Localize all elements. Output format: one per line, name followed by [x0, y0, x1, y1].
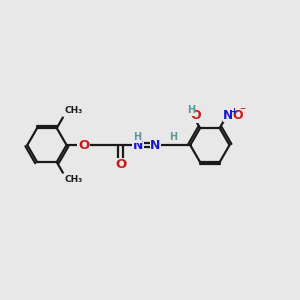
- Text: H: H: [133, 132, 141, 142]
- Text: H: H: [187, 105, 195, 115]
- Text: ⁻: ⁻: [239, 105, 245, 118]
- Text: H: H: [169, 132, 177, 142]
- Text: N: N: [133, 139, 143, 152]
- Text: O: O: [190, 110, 201, 122]
- Text: N: N: [150, 139, 161, 152]
- Text: +: +: [230, 107, 237, 116]
- Text: N: N: [223, 109, 234, 122]
- Text: O: O: [78, 139, 89, 152]
- Text: CH₃: CH₃: [64, 106, 83, 115]
- Text: CH₃: CH₃: [64, 175, 83, 184]
- Text: O: O: [232, 109, 243, 122]
- Text: O: O: [115, 158, 126, 171]
